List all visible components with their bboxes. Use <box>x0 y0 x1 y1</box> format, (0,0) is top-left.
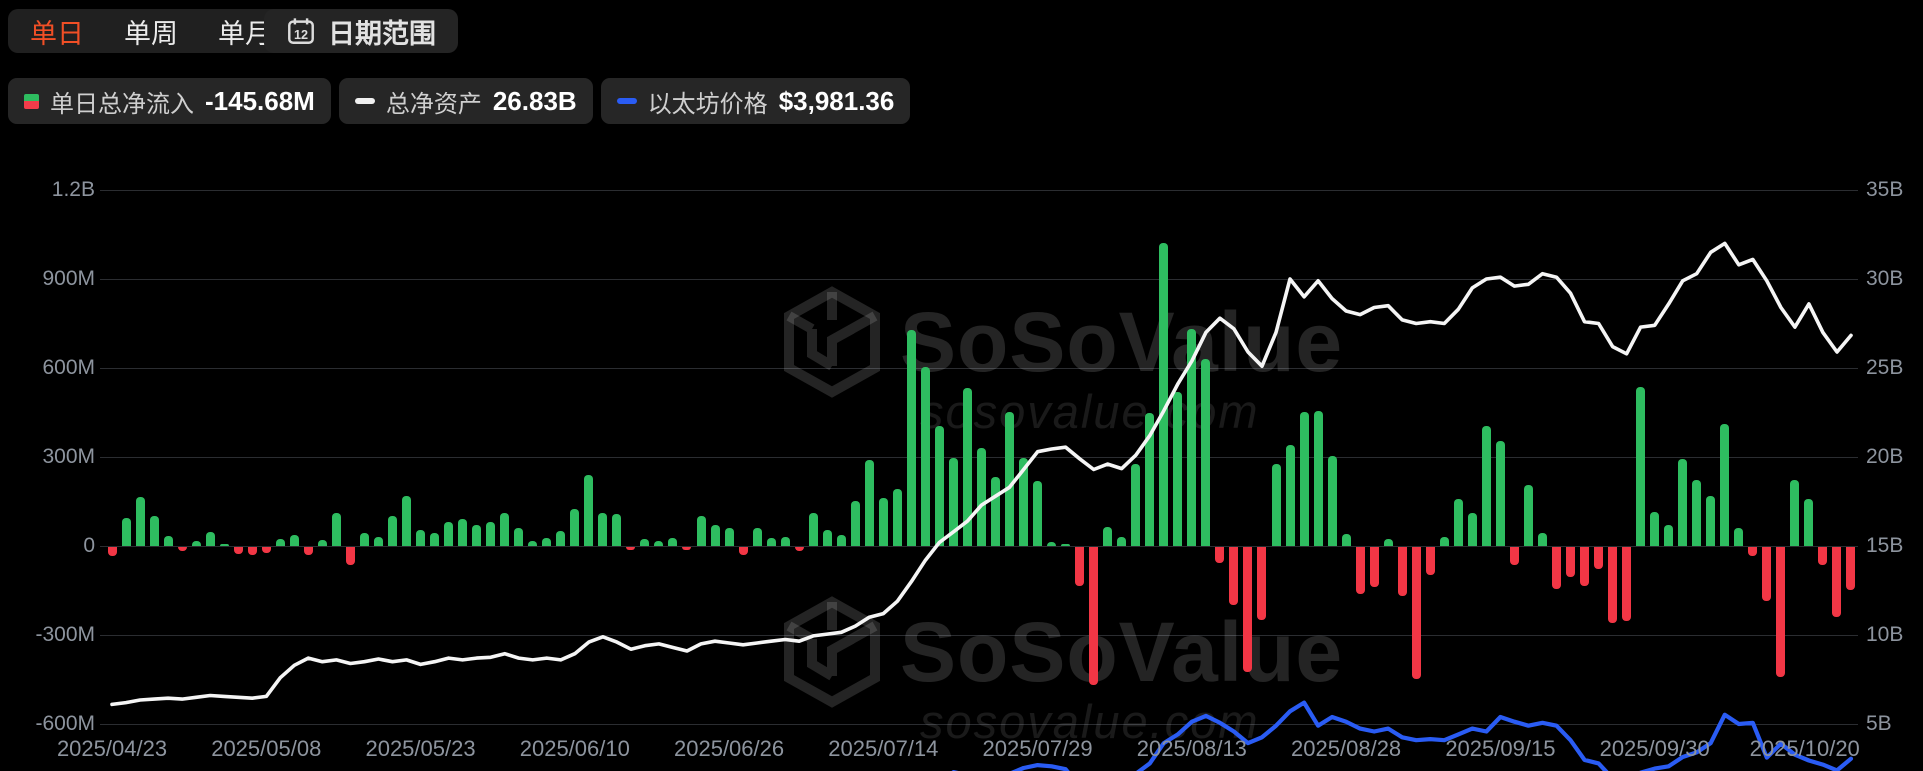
y-axis-label-left: 300M <box>42 445 95 468</box>
y-axis-label-right: 35B <box>1866 178 1904 201</box>
y-axis-label-left: -300M <box>35 623 95 646</box>
x-axis-label: 2025/06/26 <box>674 736 785 761</box>
x-axis-label: 2025/05/08 <box>211 736 322 761</box>
y-axis-label-right: 5B <box>1866 712 1892 735</box>
date-range-button[interactable]: 12 日期范围 <box>264 9 458 53</box>
y-axis-label-left: -600M <box>35 712 95 735</box>
netflow-value: -145.68M <box>205 85 315 116</box>
x-axis-label: 2025/06/10 <box>519 736 630 761</box>
y-axis-label-right: 10B <box>1866 623 1904 646</box>
assets-value: 26.83B <box>492 85 577 116</box>
y-axis-label-right: 30B <box>1866 267 1904 290</box>
x-axis-label: 2025/09/15 <box>1445 736 1556 761</box>
y-axis-label-left: 1.2B <box>51 178 95 201</box>
x-axis-label: 2025/07/14 <box>828 736 939 761</box>
netflow-swatch-icon <box>24 93 39 109</box>
x-axis-label: 2025/08/13 <box>1136 736 1247 761</box>
date-range-label: 日期范围 <box>328 18 436 49</box>
eth-dash-icon <box>616 98 637 104</box>
tab-daily[interactable]: 单日 <box>30 18 84 49</box>
x-axis-label: 2025/04/23 <box>56 736 168 761</box>
tab-monthly[interactable]: 单月 <box>218 18 272 49</box>
legend-chip-assets[interactable]: 总净资产 26.83B <box>338 78 593 124</box>
x-axis-label: 2025/07/29 <box>982 736 1093 761</box>
x-axis-label: 2025/08/28 <box>1291 736 1402 761</box>
legend-chip-netflow[interactable]: 单日总净流入 -145.68M <box>8 78 331 124</box>
netflow-label: 单日总净流入 <box>50 90 194 118</box>
period-tab-bar: 单日 单周 单月 <box>8 9 294 53</box>
y-axis-label-left: 600M <box>42 356 95 379</box>
eth-price-value: $3,981.36 <box>778 85 895 116</box>
x-axis-label: 2025/05/23 <box>365 736 476 761</box>
assets-dash-icon <box>354 98 375 104</box>
eth-price-label: 以太坊价格 <box>647 90 768 118</box>
svg-text:12: 12 <box>294 28 308 42</box>
y-axis-label-right: 25B <box>1866 356 1904 379</box>
y-axis-label-right: 20B <box>1866 445 1904 468</box>
tab-weekly[interactable]: 单周 <box>124 18 178 49</box>
y-axis-label-left: 0 <box>83 534 95 557</box>
calendar-icon: 12 <box>286 16 316 46</box>
gridline <box>100 190 1858 191</box>
x-axis-label: 2025/10/20 <box>1749 736 1860 761</box>
assets-label: 总净资产 <box>385 90 482 118</box>
legend: 单日总净流入 -145.68M 总净资产 26.83B 以太坊价格 $3,981… <box>8 78 911 124</box>
x-axis-label: 2025/09/30 <box>1599 736 1710 761</box>
y-axis-label-right: 15B <box>1866 534 1904 557</box>
y-axis-label-left: 900M <box>42 267 95 290</box>
legend-chip-eth-price[interactable]: 以太坊价格 $3,981.36 <box>600 78 911 124</box>
